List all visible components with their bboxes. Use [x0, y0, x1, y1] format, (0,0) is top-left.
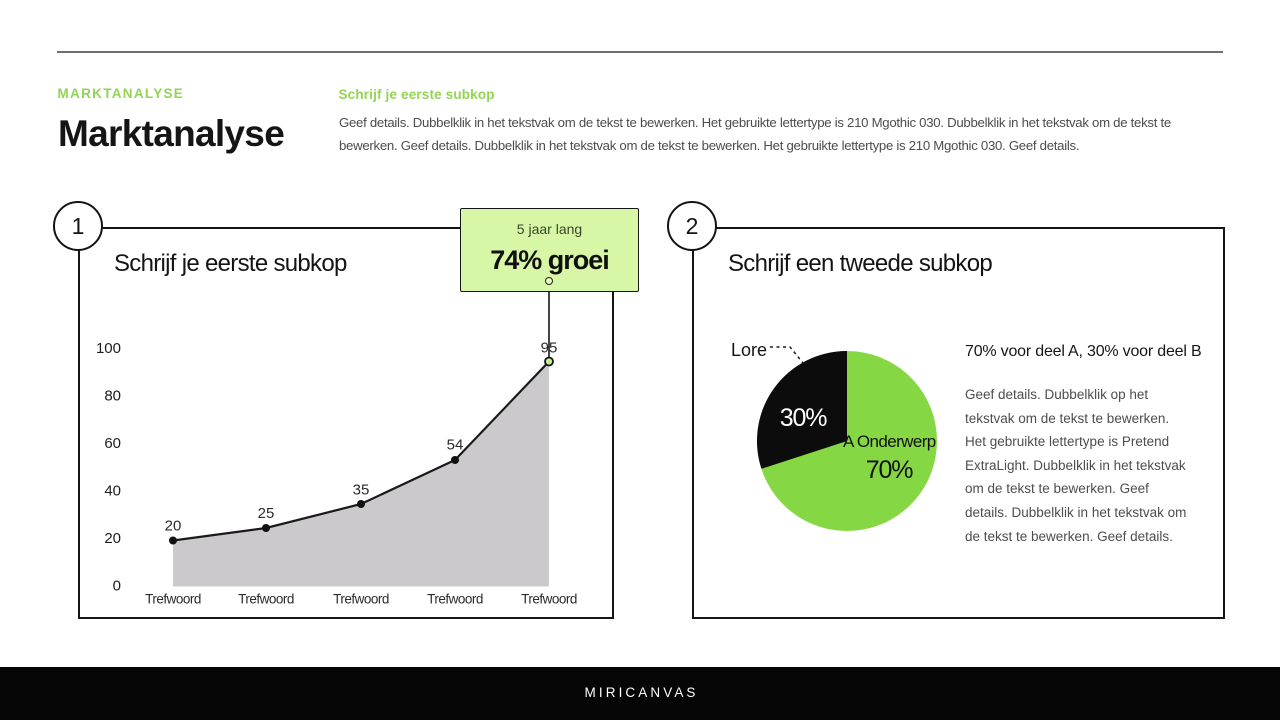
svg-text:30%: 30%: [780, 404, 827, 432]
svg-text:54: 54: [447, 437, 464, 454]
svg-text:Trefwoord: Trefwoord: [238, 591, 294, 606]
svg-text:40: 40: [104, 483, 121, 500]
svg-text:80: 80: [104, 388, 121, 405]
svg-text:Trefwoord: Trefwoord: [145, 591, 201, 606]
svg-text:60: 60: [104, 435, 121, 452]
svg-text:20: 20: [104, 530, 121, 547]
svg-text:35: 35: [353, 482, 370, 499]
svg-text:Trefwoord: Trefwoord: [521, 591, 577, 606]
svg-text:0: 0: [113, 578, 121, 595]
svg-text:20: 20: [165, 518, 182, 535]
svg-text:95: 95: [541, 340, 558, 357]
svg-text:25: 25: [258, 505, 275, 522]
svg-text:Trefwoord: Trefwoord: [427, 591, 483, 606]
svg-text:70%: 70%: [866, 456, 913, 484]
svg-text:Lore: Lore: [731, 340, 767, 360]
svg-text:Trefwoord: Trefwoord: [333, 591, 389, 606]
svg-text:A Onderwerp: A Onderwerp: [843, 432, 936, 451]
svg-text:100: 100: [96, 340, 121, 357]
